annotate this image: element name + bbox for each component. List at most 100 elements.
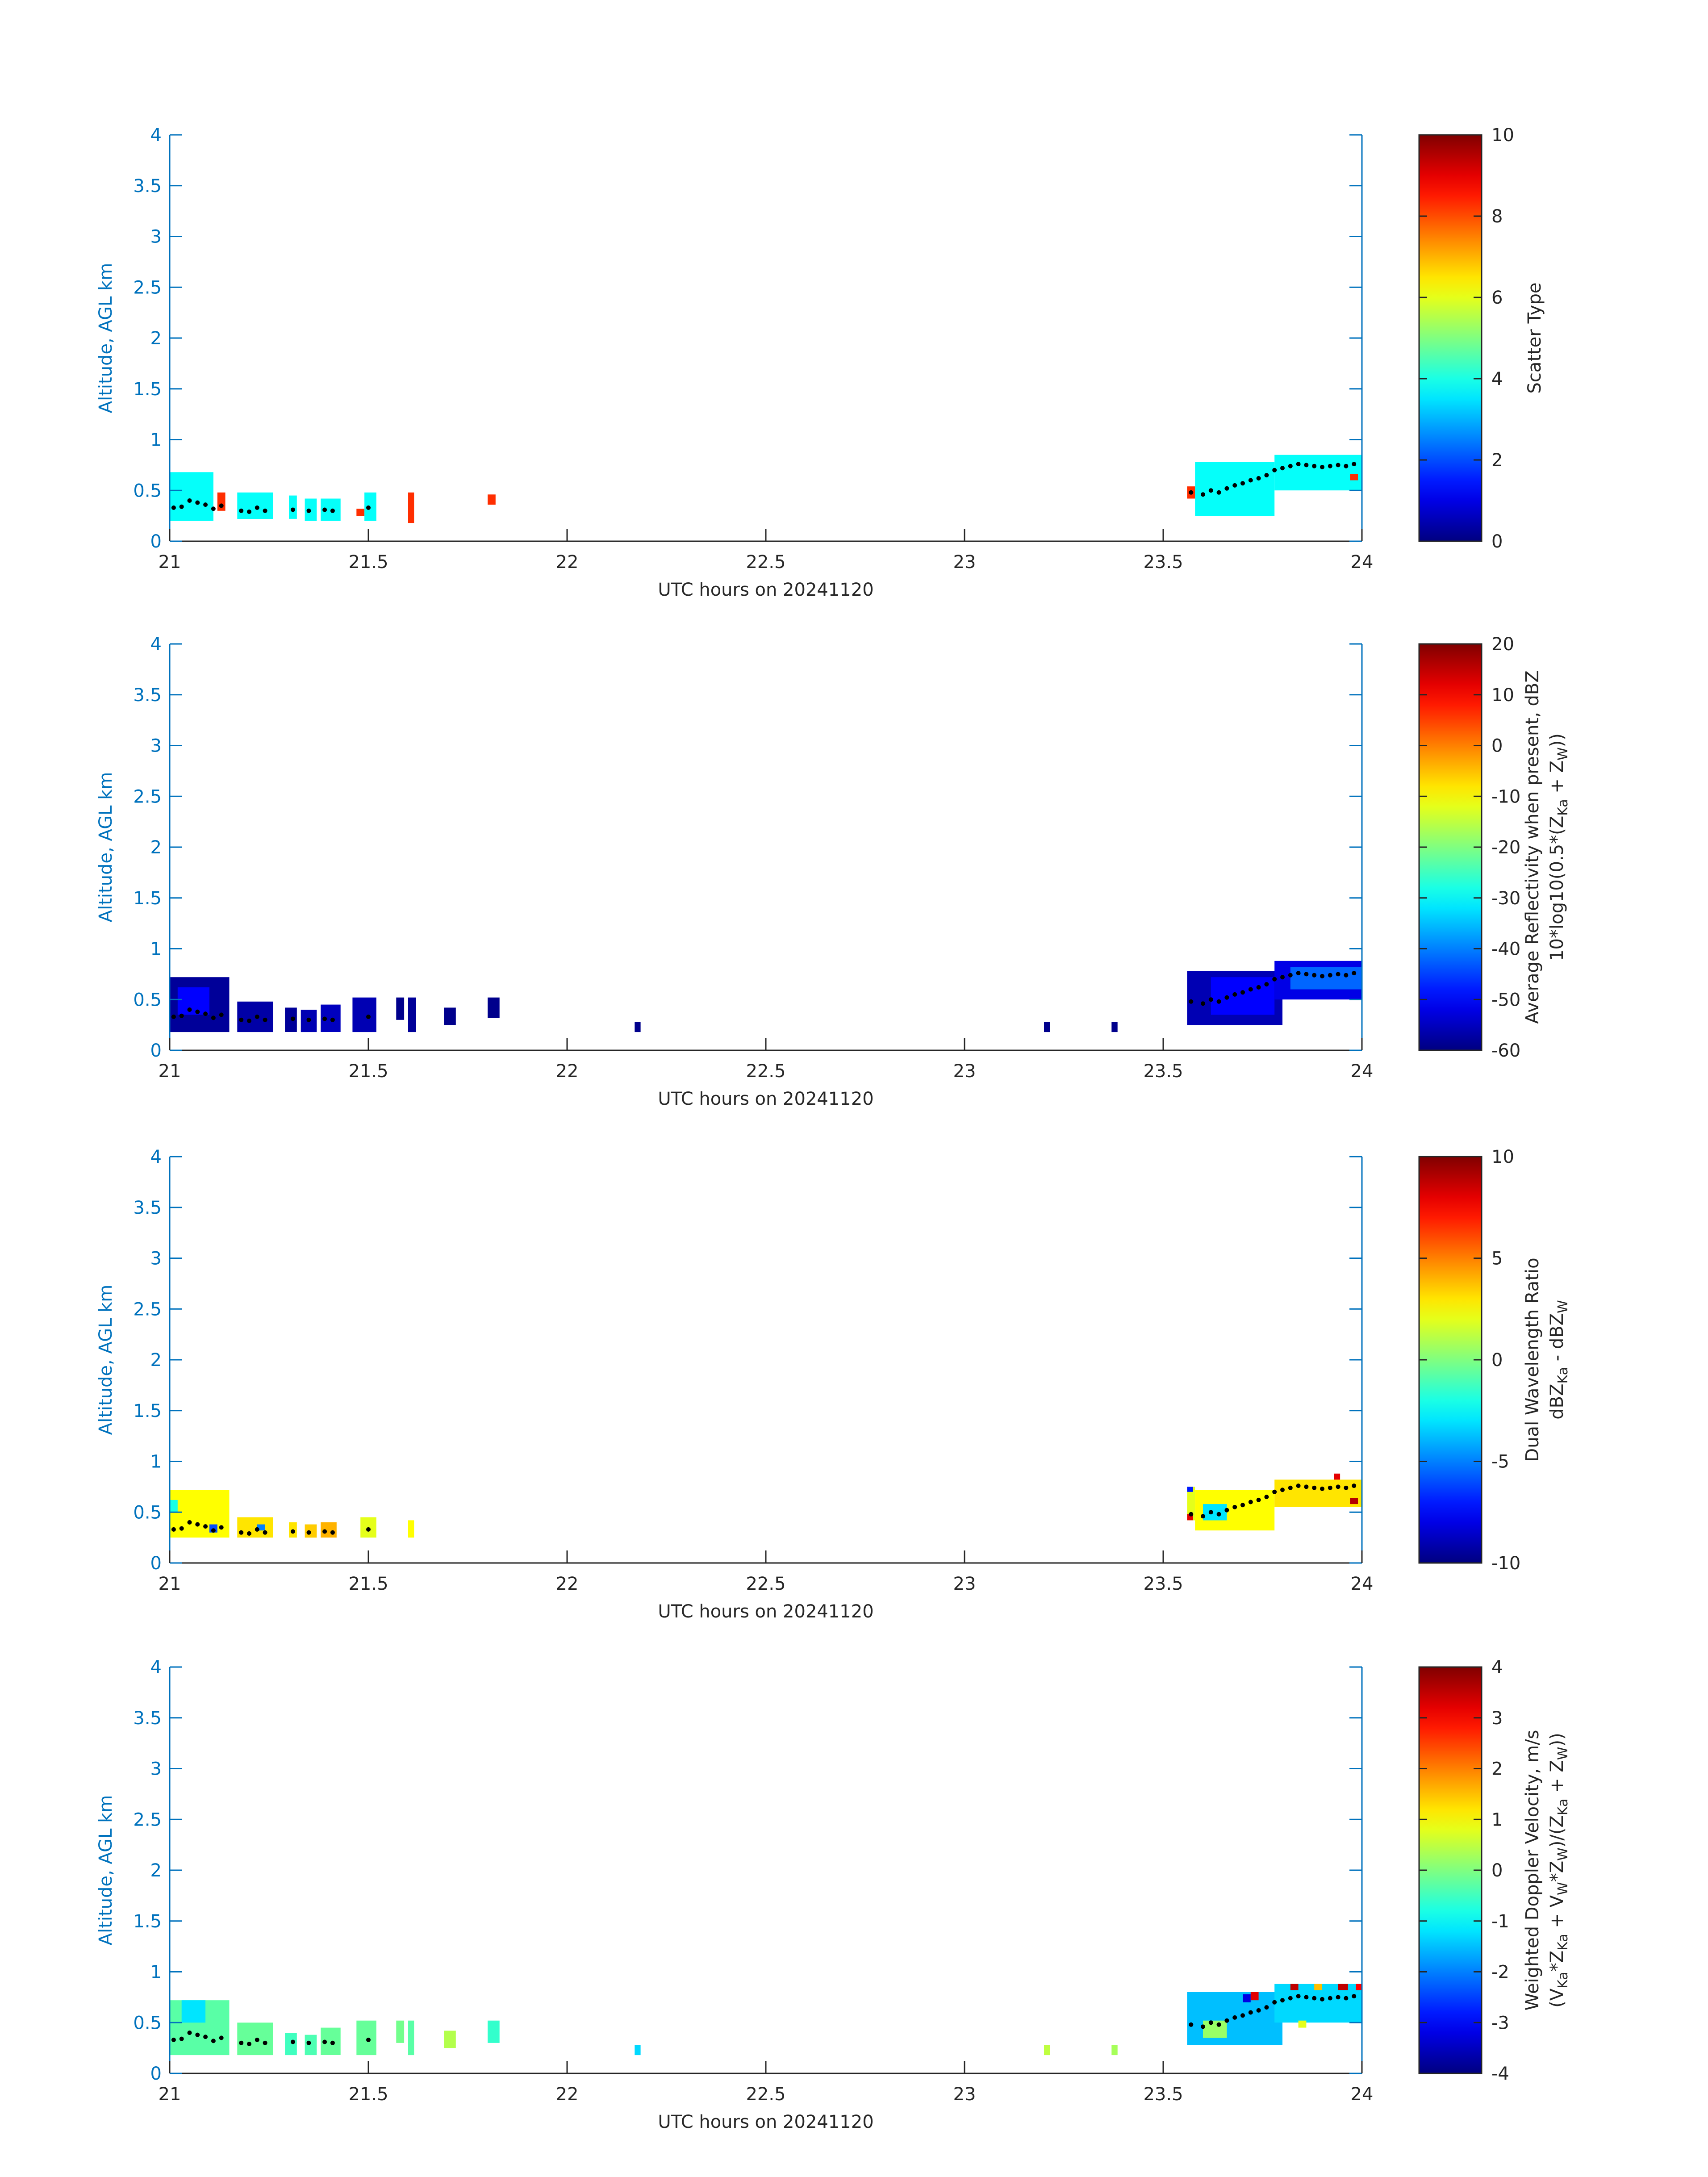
x-tick-label: 21 [159, 1061, 181, 1082]
centroid-point-5 [203, 1524, 208, 1529]
centroid-point-30 [1296, 462, 1301, 467]
x-tick-label: 21.5 [348, 552, 388, 572]
centroid-point-28 [1280, 975, 1285, 980]
colorbar-label-subscript: Ka [1555, 1367, 1571, 1384]
centroid-point-9 [247, 1019, 251, 1023]
y-tick-label: 0 [150, 2064, 162, 2084]
x-tick-label: 22.5 [746, 1061, 785, 1082]
colorbar-tick-label: 0 [1491, 531, 1503, 552]
centroid-point-9 [247, 1531, 251, 1536]
centroid-point-12 [290, 1529, 295, 1534]
centroid-point-17 [1189, 999, 1194, 1004]
centroid-point-2 [179, 1526, 184, 1531]
centroid-point-6 [211, 506, 216, 511]
data-cell-19 [1274, 1984, 1362, 2023]
centroid-point-15 [330, 1017, 335, 1022]
x-tick-label: 24 [1351, 1061, 1374, 1082]
centroid-point-28 [1280, 1488, 1285, 1492]
colorbar-label-subscript: W [1555, 1747, 1571, 1760]
centroid-point-36 [1344, 464, 1349, 468]
y-tick-label: 1.5 [133, 1401, 162, 1421]
colorbar-label-line-2: dBZKa - dBZW [1547, 1300, 1571, 1420]
centroid-point-4 [195, 2032, 200, 2037]
x-axis-label: UTC hours on 20241120 [658, 1601, 873, 1622]
centroid-point-33 [1320, 1486, 1324, 1491]
y-tick-label: 0.5 [133, 481, 162, 501]
x-tick-label: 23 [953, 1061, 976, 1082]
data-cell-20 [1290, 1984, 1299, 1990]
x-tick-label: 24 [1351, 1574, 1374, 1594]
y-axis-label: Altitude, AGL km [96, 263, 116, 414]
centroid-point-22 [1232, 1504, 1237, 1509]
centroid-point-19 [1208, 2020, 1213, 2025]
x-axis-label: UTC hours on 20241120 [658, 580, 873, 600]
centroid-point-25 [1256, 985, 1261, 990]
centroid-point-1 [171, 2037, 176, 2042]
centroid-point-34 [1328, 973, 1332, 978]
centroid-point-33 [1320, 1997, 1324, 2002]
centroid-point-37 [1352, 971, 1357, 976]
y-tick-label: 3.5 [133, 685, 162, 706]
colorbar-label-part: )) [1547, 1733, 1567, 1747]
centroid-point-25 [1256, 1497, 1261, 1502]
centroid-point-11 [263, 508, 267, 513]
centroid-point-21 [1224, 1508, 1229, 1513]
y-tick-label: 0 [150, 531, 162, 552]
y-tick-label: 2.5 [133, 1299, 162, 1320]
data-cell-7 [356, 2020, 376, 2056]
centroid-point-12 [290, 2039, 295, 2044]
data-cell-7 [305, 1524, 317, 1538]
data-cell-16 [1274, 1479, 1362, 1507]
colorbar-label: Average Reflectivity when present, dBZ 10… [1522, 670, 1571, 1024]
x-tick-label: 21 [159, 1574, 181, 1594]
y-tick-label: 1 [150, 1962, 162, 1983]
data-cell-13 [1044, 1022, 1050, 1032]
x-tick-label: 22 [556, 2084, 579, 2105]
colorbar-label-subscript: Ka [1555, 1934, 1571, 1951]
x-tick-label: 22.5 [746, 2084, 785, 2105]
centroid-point-17 [1189, 1512, 1194, 1517]
centroid-point-11 [263, 2040, 267, 2045]
x-axis-label: UTC hours on 20241120 [658, 2112, 873, 2132]
centroid-point-37 [1352, 462, 1357, 467]
centroid-point-17 [1189, 490, 1194, 495]
colorbar-gradient [1419, 1667, 1482, 2073]
data-cell-4 [289, 495, 297, 519]
centroid-point-36 [1344, 1996, 1349, 2001]
centroid-point-3 [187, 1520, 192, 1525]
colorbar-tick-label: 0 [1491, 1350, 1503, 1371]
colorbar-tick-label: 10 [1491, 1147, 1514, 1167]
colorbar-tick-label: 10 [1491, 685, 1514, 706]
data-cell-1 [170, 472, 213, 521]
centroid-point-18 [1201, 2024, 1205, 2029]
colorbar-gradient [1419, 644, 1482, 1050]
data-cell-10 [488, 494, 496, 505]
colorbar-tick-label: -2 [1491, 1962, 1509, 1983]
x-tick-label: 23.5 [1143, 552, 1183, 572]
centroid-point-20 [1216, 999, 1221, 1004]
centroid-point-7 [219, 1012, 224, 1017]
centroid-point-34 [1328, 464, 1332, 468]
centroid-point-12 [290, 1016, 295, 1021]
centroid-point-31 [1304, 972, 1309, 977]
data-cell-9 [408, 492, 414, 523]
centroid-point-22 [1232, 2015, 1237, 2020]
centroid-point-4 [195, 500, 200, 505]
centroid-point-19 [1208, 997, 1213, 1002]
data-cell-13 [1044, 2045, 1050, 2056]
y-tick-label: 3.5 [133, 176, 162, 196]
colorbar-label-part: *Z [1547, 1861, 1567, 1882]
x-tick-label: 22 [556, 1061, 579, 1082]
y-tick-label: 0.5 [133, 1502, 162, 1523]
colorbar-tick-label: 5 [1491, 1249, 1503, 1269]
centroid-point-26 [1264, 473, 1269, 478]
y-tick-label: 2.5 [133, 786, 162, 807]
data-cell-21 [1314, 1984, 1322, 1990]
centroid-point-18 [1201, 492, 1205, 497]
centroid-point-6 [211, 1528, 216, 1533]
x-axis-label: UTC hours on 20241120 [658, 1089, 873, 1109]
centroid-point-5 [203, 1011, 208, 1016]
centroid-point-7 [219, 503, 224, 508]
centroid-point-22 [1232, 483, 1237, 488]
